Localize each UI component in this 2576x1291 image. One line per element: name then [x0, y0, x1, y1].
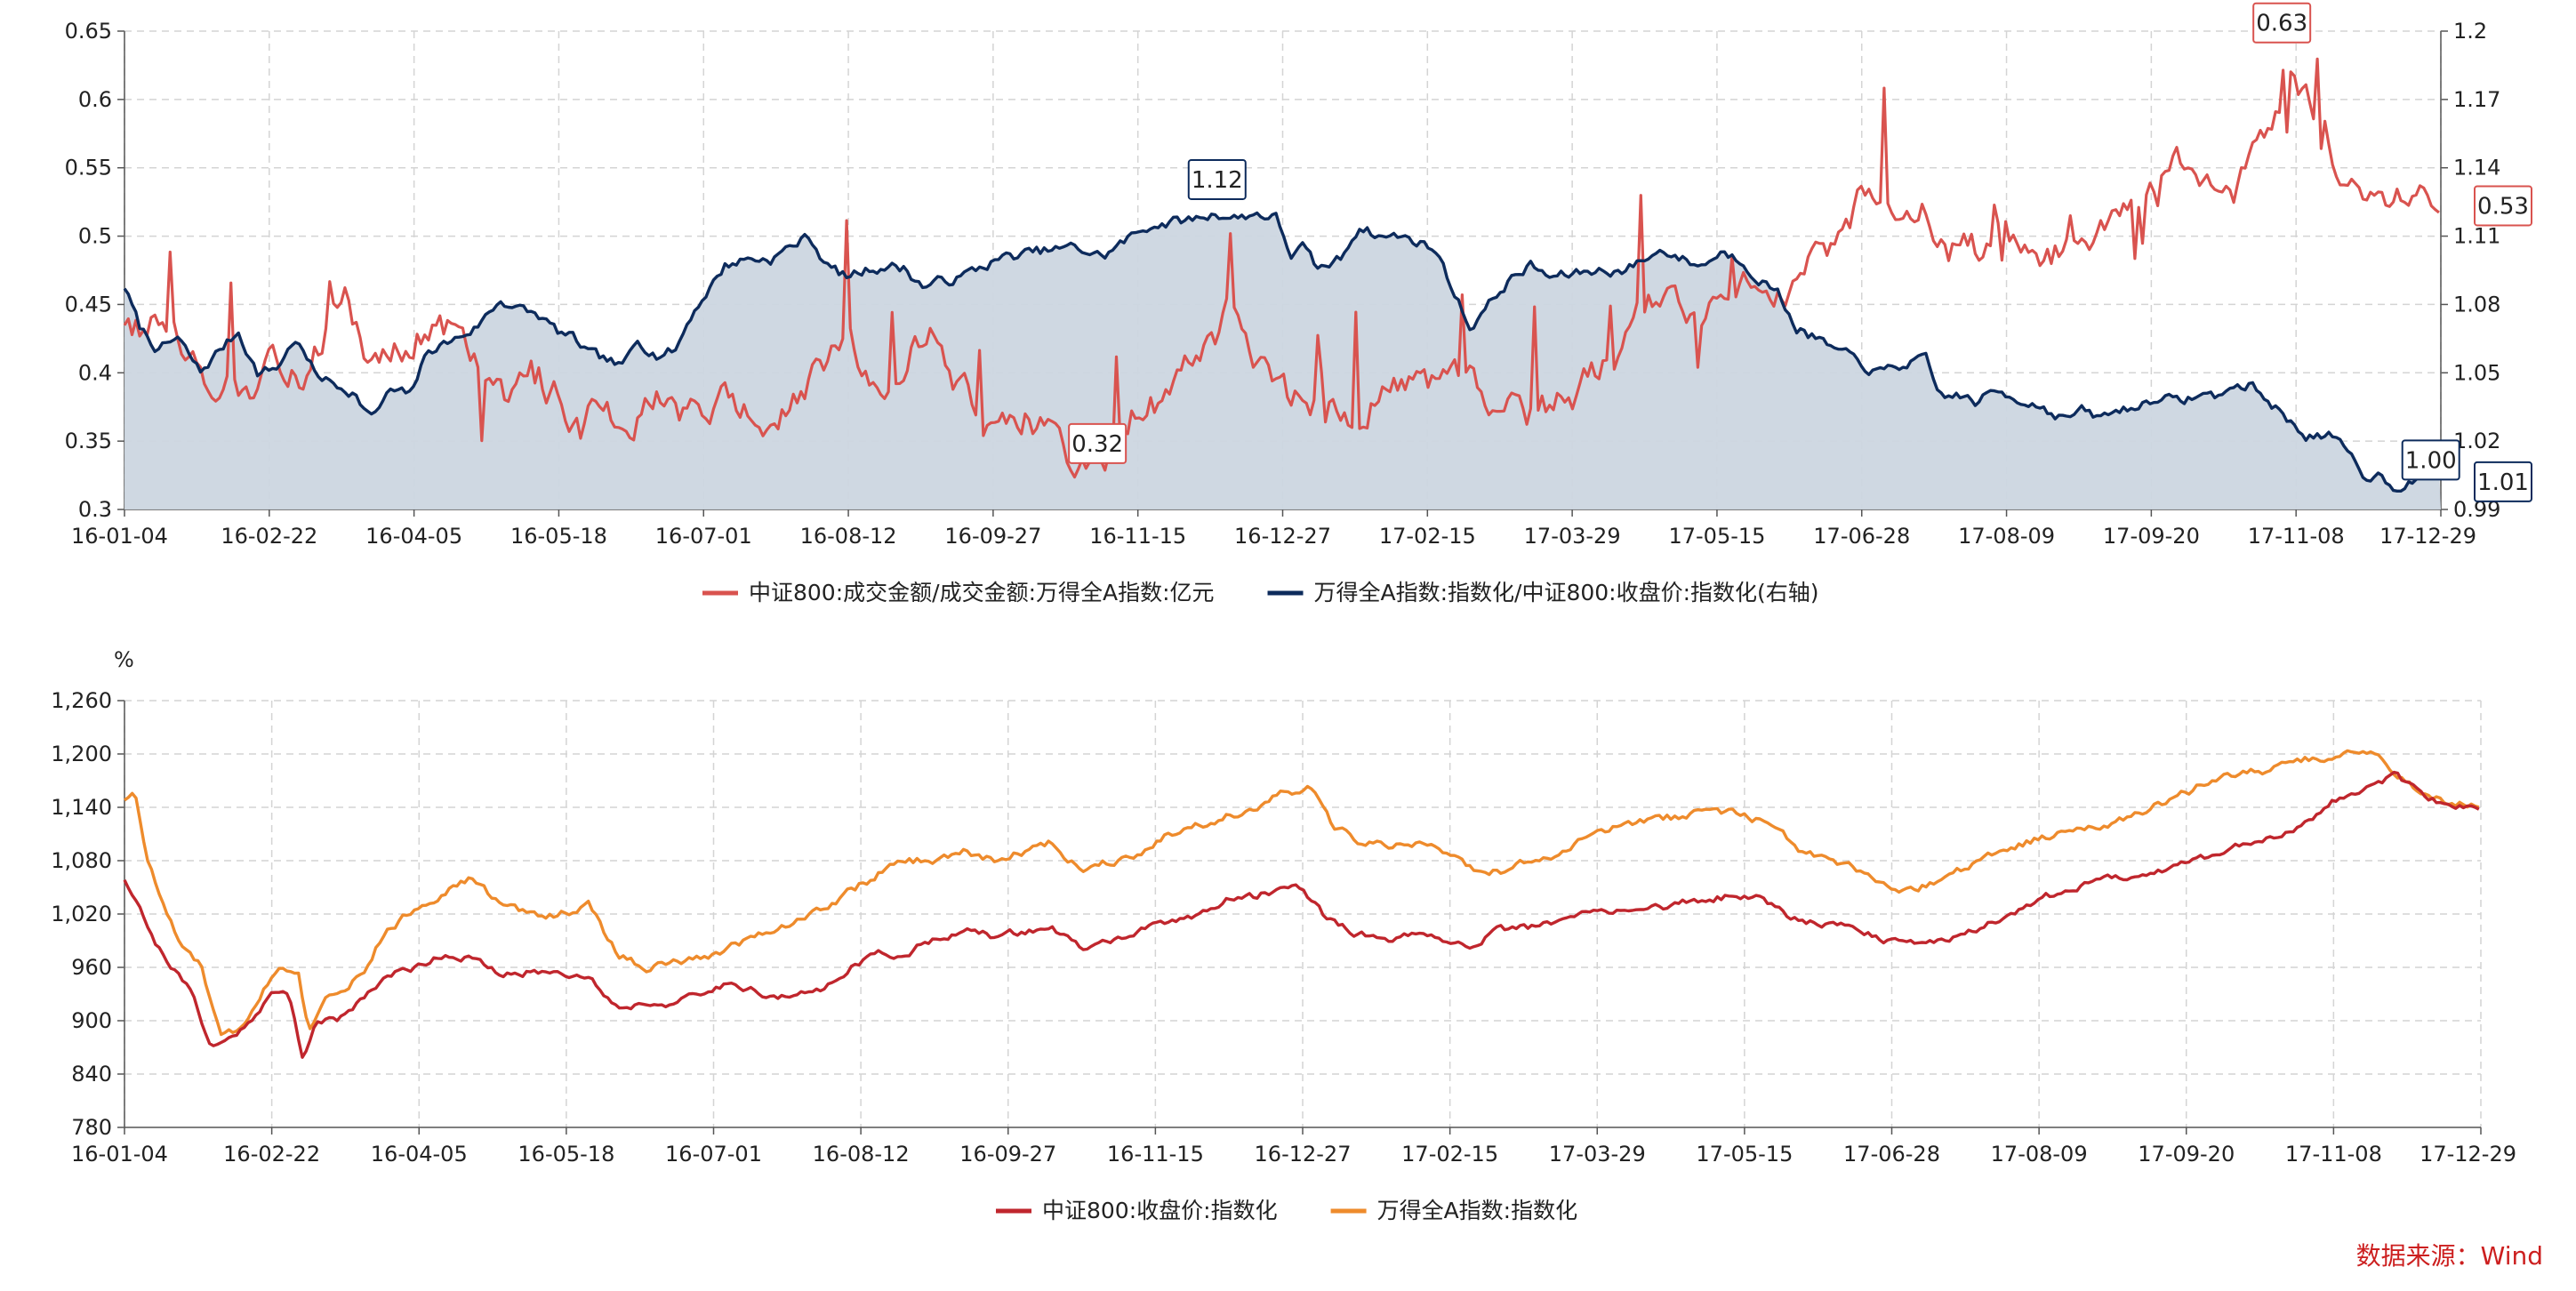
bottom-chart: 1,2601,2001,1401,0801,02096090084078016-… — [51, 647, 2516, 1223]
x-tick-label: 17-03-29 — [1549, 1142, 1646, 1167]
legend-label: 万得全A指数:指数化/中证800:收盘价:指数化(右轴) — [1314, 580, 1819, 605]
x-tick-label: 17-05-15 — [1668, 524, 1765, 549]
callout-box — [2401, 439, 2460, 481]
y-left-tick-label: 0.3 — [78, 497, 112, 522]
x-tick-label: 17-06-28 — [1843, 1142, 1940, 1167]
callout-label: 1.00 — [2405, 447, 2457, 474]
y-right-tick-label: 1.14 — [2453, 156, 2500, 180]
x-tick-label: 17-09-20 — [2138, 1142, 2235, 1167]
x-tick-label: 16-04-05 — [365, 524, 462, 549]
callout-label: 1.12 — [1192, 167, 1243, 194]
y-right-tick-label: 1.08 — [2453, 292, 2500, 317]
series-area-wind-a-ratio — [124, 212, 2441, 509]
y-left-tick-label: 1,200 — [51, 742, 112, 766]
x-tick-label: 16-08-12 — [813, 1142, 910, 1167]
callout-label: 0.63 — [2256, 11, 2307, 37]
series-line-wind-a-ratio — [123, 211, 2441, 493]
x-tick-label: 16-01-04 — [71, 524, 168, 549]
y-left-tick-label: 0.45 — [65, 292, 112, 317]
y-left-tick-label: 0.65 — [65, 19, 112, 44]
y-unit-label: % — [114, 647, 134, 672]
legend-label: 中证800:收盘价:指数化 — [1042, 1198, 1278, 1223]
x-tick-label: 17-12-29 — [2420, 1142, 2516, 1167]
legend-label: 万得全A指数:指数化 — [1377, 1198, 1578, 1223]
y-right-tick-label: 1.02 — [2453, 429, 2500, 453]
x-tick-label: 17-11-08 — [2248, 524, 2345, 549]
callout-box — [2474, 461, 2532, 502]
y-left-tick-label: 0.35 — [65, 429, 112, 453]
callout-label: 0.32 — [1071, 431, 1123, 458]
y-left-tick-label: 0.5 — [78, 224, 112, 249]
callout-0-53: 0.53 — [2474, 185, 2532, 227]
x-tick-label: 17-12-29 — [2379, 524, 2476, 549]
callout-1-00: 1.00 — [2401, 439, 2460, 481]
y-left-tick-label: 900 — [71, 1008, 112, 1033]
x-tick-label: 16-11-15 — [1107, 1142, 1204, 1167]
legend-label: 中证800:成交金额/成交金额:万得全A指数:亿元 — [749, 580, 1215, 605]
callout-1-12: 1.12 — [1187, 158, 1247, 200]
y-left-tick-label: 1,140 — [51, 795, 112, 820]
y-left-tick-label: 960 — [71, 955, 112, 980]
x-tick-label: 16-05-18 — [518, 1142, 614, 1167]
x-tick-label: 17-02-15 — [1379, 524, 1476, 549]
x-tick-label: 16-08-12 — [800, 524, 897, 549]
x-tick-label: 17-09-20 — [2103, 524, 2200, 549]
callout-box — [2252, 2, 2312, 44]
callout-box — [1187, 158, 1247, 200]
y-left-tick-label: 840 — [71, 1062, 112, 1087]
y-left-tick-label: 780 — [71, 1115, 112, 1140]
y-left-tick-label: 1,080 — [51, 848, 112, 873]
callout-0-32: 0.32 — [1068, 422, 1128, 464]
y-left-tick-label: 0.6 — [78, 87, 112, 112]
series-line-wind-a-index — [124, 749, 2480, 1037]
callout-label: 0.53 — [2477, 193, 2529, 220]
y-right-tick-label: 1.17 — [2453, 87, 2500, 112]
callout-box — [2474, 185, 2532, 227]
x-tick-label: 17-03-29 — [1524, 524, 1621, 549]
callout-0-63: 0.63 — [2252, 2, 2312, 44]
x-tick-label: 17-08-09 — [1958, 524, 2055, 549]
x-tick-label: 16-04-05 — [371, 1142, 468, 1167]
x-tick-label: 17-06-28 — [1813, 524, 1910, 549]
x-tick-label: 17-02-15 — [1401, 1142, 1498, 1167]
x-tick-label: 16-05-18 — [510, 524, 607, 549]
x-tick-label: 16-07-01 — [655, 524, 752, 549]
y-right-tick-label: 1.11 — [2453, 224, 2500, 249]
x-tick-label: 16-02-22 — [221, 524, 317, 549]
series-line-csi800-turnover-ratio — [123, 57, 2440, 479]
x-tick-label: 16-02-22 — [223, 1142, 320, 1167]
x-tick-label: 17-11-08 — [2285, 1142, 2382, 1167]
x-tick-label: 17-05-15 — [1696, 1142, 1793, 1167]
x-tick-label: 16-11-15 — [1089, 524, 1186, 549]
y-left-tick-label: 0.4 — [78, 360, 112, 385]
callout-label: 1.01 — [2477, 469, 2529, 496]
x-tick-label: 16-12-27 — [1234, 524, 1331, 549]
x-tick-label: 16-07-01 — [665, 1142, 762, 1167]
y-right-tick-label: 1.2 — [2453, 19, 2487, 44]
y-right-tick-label: 1.05 — [2453, 360, 2500, 385]
top-chart: 0.65 0.6 0.55 0.5 0.45 0.4 0.35 0.3 1.2 1.17 1.14 1… — [65, 2, 2532, 605]
x-tick-label: 16-09-27 — [944, 524, 1041, 549]
y-left-tick-label: 1,020 — [51, 902, 112, 926]
callout-1-01: 1.01 — [2474, 461, 2532, 502]
x-tick-label: 17-08-09 — [1991, 1142, 2088, 1167]
x-tick-label: 16-09-27 — [959, 1142, 1056, 1167]
x-tick-label: 16-01-04 — [71, 1142, 168, 1167]
y-left-tick-label: 1,260 — [51, 688, 112, 713]
series-line-csi800-close — [123, 770, 2480, 1059]
callout-box — [1068, 422, 1128, 464]
x-tick-label: 16-12-27 — [1255, 1142, 1352, 1167]
y-left-tick-label: 0.55 — [65, 156, 112, 180]
